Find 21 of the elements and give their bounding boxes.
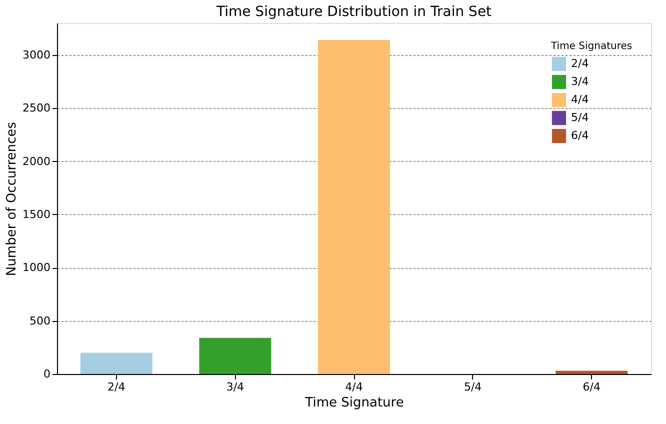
x-tick-label: 5/4 xyxy=(464,380,482,394)
x-axis-title: Time Signature xyxy=(304,396,404,410)
y-tick-label: 0 xyxy=(44,368,50,380)
x-tick-label: 2/4 xyxy=(108,380,126,394)
x-tick-label: 3/4 xyxy=(226,380,244,394)
y-tick-label: 1500 xyxy=(22,208,50,221)
legend-label: 5/4 xyxy=(571,111,589,124)
y-tick-label: 500 xyxy=(30,314,50,328)
legend-label: 4/4 xyxy=(571,93,589,106)
y-axis-title: Number of Occurrences xyxy=(4,122,20,276)
legend-label: 3/4 xyxy=(571,75,589,88)
legend-title: Time Signatures xyxy=(550,41,632,52)
y-tick-label: 2500 xyxy=(22,102,50,115)
x-tick-label: 4/4 xyxy=(345,380,363,394)
x-tick-label: 6/4 xyxy=(582,380,600,394)
legend-label: 2/4 xyxy=(571,57,589,70)
chart-title: Time Signature Distribution in Train Set xyxy=(215,4,492,20)
legend-label: 6/4 xyxy=(571,129,589,142)
y-tick-label: 3000 xyxy=(22,48,50,62)
y-tick-label: 2000 xyxy=(22,154,50,168)
y-tick-label: 1000 xyxy=(22,261,50,274)
